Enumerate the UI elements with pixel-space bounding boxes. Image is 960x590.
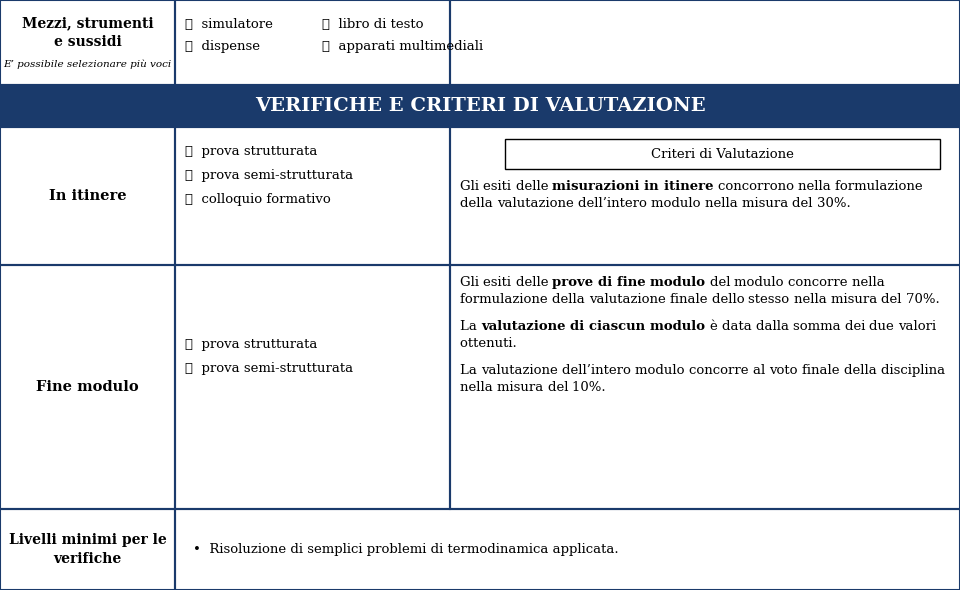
- Text: Gli: Gli: [460, 180, 483, 193]
- Bar: [0, 127, 175, 265]
- Text: modulo: modulo: [651, 197, 705, 210]
- Text: dalla: dalla: [756, 320, 793, 333]
- Text: disciplina: disciplina: [880, 364, 949, 377]
- Text: della: della: [844, 364, 880, 377]
- Text: Mezzi, strumenti
e sussidi: Mezzi, strumenti e sussidi: [22, 17, 154, 49]
- Text: della: della: [552, 293, 588, 306]
- Text: modulo: modulo: [650, 276, 709, 289]
- Text: formulazione: formulazione: [460, 293, 552, 306]
- Text: La: La: [460, 320, 481, 333]
- Text: voto: voto: [769, 364, 802, 377]
- Bar: [450, 0, 960, 85]
- Text: concorre: concorre: [689, 364, 753, 377]
- Text: al: al: [753, 364, 769, 377]
- Text: ☒  prova semi-strutturata: ☒ prova semi-strutturata: [185, 362, 353, 375]
- Bar: [505, 139, 940, 169]
- Text: dell’intero: dell’intero: [563, 364, 636, 377]
- Text: delle: delle: [516, 276, 552, 289]
- Text: nella: nella: [852, 276, 889, 289]
- Text: Gli: Gli: [460, 276, 483, 289]
- Text: valutazione: valutazione: [481, 320, 570, 333]
- Bar: [175, 509, 960, 590]
- Bar: [0, 509, 175, 590]
- Text: itinere: itinere: [663, 180, 718, 193]
- Text: misurazioni: misurazioni: [552, 180, 644, 193]
- Text: modulo: modulo: [636, 364, 689, 377]
- Text: In itinere: In itinere: [49, 189, 127, 203]
- Text: finale: finale: [802, 364, 844, 377]
- Text: due: due: [869, 320, 899, 333]
- Text: delle: delle: [516, 180, 552, 193]
- Text: La: La: [460, 364, 481, 377]
- Text: ☒  libro di testo: ☒ libro di testo: [322, 18, 423, 31]
- Text: modulo: modulo: [734, 276, 788, 289]
- Text: del: del: [709, 276, 734, 289]
- Text: •  Risoluzione di semplici problemi di termodinamica applicata.: • Risoluzione di semplici problemi di te…: [193, 543, 618, 556]
- Text: della: della: [460, 197, 497, 210]
- Text: esiti: esiti: [483, 276, 516, 289]
- Text: data: data: [722, 320, 756, 333]
- Text: valutazione: valutazione: [497, 197, 578, 210]
- Text: di: di: [598, 276, 617, 289]
- Text: di: di: [570, 320, 589, 333]
- Text: misura: misura: [830, 293, 881, 306]
- Text: E’ possibile selezionare più voci: E’ possibile selezionare più voci: [4, 60, 172, 69]
- Text: ☒  simulatore: ☒ simulatore: [185, 18, 273, 31]
- Text: Criteri di Valutazione: Criteri di Valutazione: [651, 148, 794, 160]
- Text: valori: valori: [899, 320, 941, 333]
- Text: nella: nella: [460, 381, 497, 394]
- Text: dei: dei: [845, 320, 869, 333]
- Bar: [175, 127, 450, 265]
- Text: Livelli minimi per le
verifiche: Livelli minimi per le verifiche: [9, 533, 166, 566]
- Text: modulo: modulo: [650, 320, 709, 333]
- Text: ☒  prova semi-strutturata: ☒ prova semi-strutturata: [185, 169, 353, 182]
- Text: concorre: concorre: [788, 276, 852, 289]
- Bar: [0, 85, 960, 127]
- Text: ciascun: ciascun: [589, 320, 650, 333]
- Text: del: del: [792, 197, 817, 210]
- Text: valutazione: valutazione: [588, 293, 670, 306]
- Text: formulazione: formulazione: [835, 180, 926, 193]
- Text: Fine modulo: Fine modulo: [36, 380, 139, 394]
- Text: esiti: esiti: [483, 180, 516, 193]
- Text: misura: misura: [497, 381, 547, 394]
- Text: ☒  dispense: ☒ dispense: [185, 40, 260, 53]
- Text: 10%.: 10%.: [572, 381, 611, 394]
- Text: ☒  colloquio formativo: ☒ colloquio formativo: [185, 193, 331, 206]
- Text: dell’intero: dell’intero: [578, 197, 651, 210]
- Text: concorrono: concorrono: [718, 180, 798, 193]
- Text: valutazione: valutazione: [481, 364, 563, 377]
- Bar: [0, 0, 175, 85]
- Bar: [175, 0, 450, 85]
- Text: in: in: [644, 180, 663, 193]
- Text: del: del: [881, 293, 906, 306]
- Text: nella: nella: [794, 293, 830, 306]
- Text: somma: somma: [793, 320, 845, 333]
- Text: del: del: [547, 381, 572, 394]
- Text: ☒  prova strutturata: ☒ prova strutturata: [185, 145, 318, 158]
- Bar: [450, 265, 960, 509]
- Bar: [450, 127, 960, 265]
- Text: dello: dello: [711, 293, 749, 306]
- Text: nella: nella: [798, 180, 835, 193]
- Text: ☒  prova strutturata: ☒ prova strutturata: [185, 338, 318, 351]
- Bar: [175, 265, 450, 509]
- Text: prove: prove: [552, 276, 598, 289]
- Text: fine: fine: [617, 276, 650, 289]
- Text: nella: nella: [705, 197, 742, 210]
- Bar: [0, 265, 175, 509]
- Text: ☒  apparati multimediali: ☒ apparati multimediali: [322, 40, 483, 53]
- Text: finale: finale: [670, 293, 711, 306]
- Text: misura: misura: [742, 197, 792, 210]
- Text: 30%.: 30%.: [817, 197, 855, 210]
- Text: è: è: [709, 320, 722, 333]
- Text: 70%.: 70%.: [906, 293, 944, 306]
- Text: ottenuti.: ottenuti.: [460, 337, 521, 350]
- Text: stesso: stesso: [749, 293, 794, 306]
- Text: VERIFICHE E CRITERI DI VALUTAZIONE: VERIFICHE E CRITERI DI VALUTAZIONE: [254, 97, 706, 115]
